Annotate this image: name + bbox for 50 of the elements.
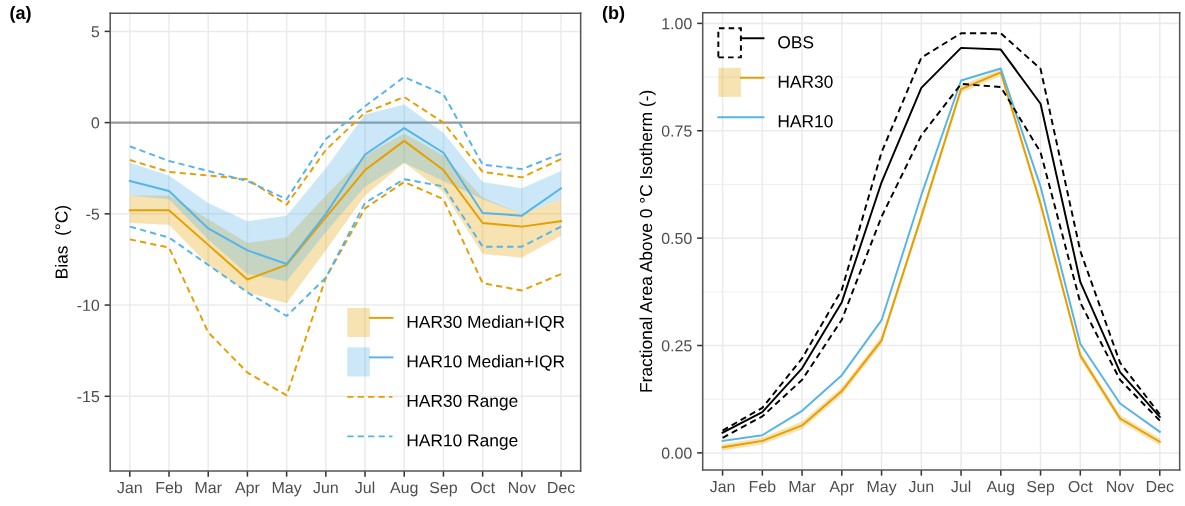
x-tick-label: Jun	[313, 482, 338, 494]
x-tick-label: Jul	[951, 480, 971, 493]
x-tick-label: Nov	[1107, 481, 1135, 493]
line-series	[128, 76, 563, 201]
x-tick-label: Feb	[749, 480, 776, 493]
x-tick-label: May	[867, 481, 897, 496]
x-tick-label: Jul	[355, 481, 375, 494]
y-tick-label: 0.00	[661, 447, 692, 459]
y-axis-title: Fractional Area Above 0 °C Isotherm (-)	[639, 90, 656, 392]
y-tick-label: 5	[91, 26, 100, 38]
x-tick-label: Dec	[548, 482, 575, 494]
y-tick-label: 0.25	[661, 340, 692, 352]
legend-label: HAR10 Range	[407, 434, 518, 450]
legend-label: HAR10 Median+IQR	[407, 354, 565, 371]
legend-label: HAR10	[778, 115, 833, 128]
x-tick-label: Sep	[429, 481, 457, 497]
x-tick-label: Apr	[829, 481, 854, 496]
legend-label: HAR30 Range	[407, 394, 518, 411]
y-tick-label: 0.50	[661, 232, 692, 245]
legend-label: HAR30	[778, 75, 833, 88]
chart-title: (a)	[10, 5, 31, 23]
y-tick-label: 1.00	[662, 18, 692, 30]
line-series	[128, 178, 563, 317]
x-tick-label: Oct	[1068, 480, 1093, 493]
x-tick-label: Oct	[470, 481, 495, 494]
x-tick-label: Aug	[390, 482, 418, 497]
x-tick-label: Nov	[508, 482, 536, 494]
x-tick-label: Mar	[195, 482, 222, 494]
x-tick-label: May	[272, 482, 302, 497]
y-axis-title: Bias (°C)	[54, 205, 72, 278]
line-series	[128, 127, 563, 265]
legend-label: HAR30 Median+IQR	[407, 315, 565, 332]
legend-label: OBS	[778, 36, 814, 49]
y-tick-label: -5	[86, 208, 100, 220]
y-tick-label: 0.75	[661, 125, 692, 137]
x-tick-label: Sep	[1027, 480, 1055, 496]
x-tick-label: Mar	[789, 481, 816, 493]
x-tick-label: Jan	[709, 481, 735, 493]
y-tick-label: -10	[77, 299, 100, 312]
x-tick-label: Apr	[235, 482, 260, 497]
x-tick-label: Feb	[156, 481, 183, 494]
y-tick-label: 0	[91, 117, 100, 129]
x-tick-label: Jun	[908, 481, 934, 493]
line-series	[128, 96, 563, 206]
y-tick-label: -15	[77, 391, 100, 403]
chart-title: (b)	[602, 5, 625, 23]
line-series	[128, 139, 563, 281]
x-tick-label: Dec	[1146, 481, 1174, 493]
x-tick-label: Jan	[117, 482, 142, 494]
x-tick-label: Aug	[986, 481, 1014, 496]
